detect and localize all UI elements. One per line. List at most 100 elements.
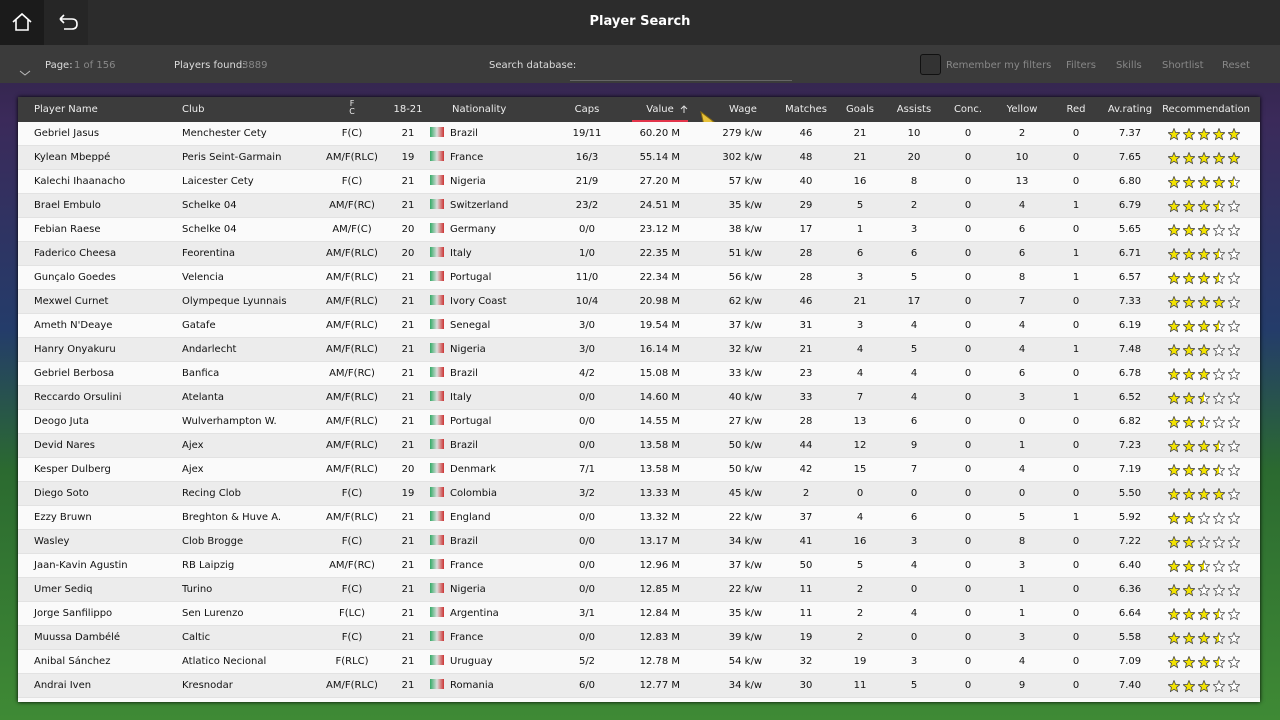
- star-fill-clip: [1183, 224, 1195, 237]
- assists: 20: [886, 146, 942, 170]
- age-text: 20: [401, 224, 415, 235]
- table-row[interactable]: [18, 434, 1260, 458]
- table-row[interactable]: [18, 650, 1260, 674]
- yellow-text: 7: [1018, 296, 1026, 307]
- star-fill: [1183, 200, 1195, 213]
- column-header[interactable]: 18-21: [393, 104, 423, 115]
- nationality-text: Brazil: [450, 536, 478, 547]
- age-text: 21: [401, 320, 415, 331]
- conceded: 0: [940, 242, 996, 266]
- wage-text: 38 k/w: [728, 224, 762, 235]
- column-header[interactable]: Yellow: [1006, 104, 1038, 115]
- table-row[interactable]: [18, 386, 1260, 410]
- conceded-text: 0: [964, 152, 972, 163]
- star-outline: [1228, 488, 1240, 501]
- column-header[interactable]: Goals: [846, 104, 874, 115]
- table-row[interactable]: [18, 674, 1260, 698]
- player-name: Ameth N'Deaye: [34, 314, 184, 338]
- column-header[interactable]: Matches: [785, 104, 827, 115]
- position: F(LC): [320, 602, 384, 626]
- column-header[interactable]: Club: [182, 104, 205, 115]
- matches: 31: [778, 314, 834, 338]
- table-row[interactable]: [18, 458, 1260, 482]
- position-text: AM/F(RLC): [326, 272, 378, 283]
- shortlist-button[interactable]: Shortlist: [1162, 60, 1204, 71]
- star-fill: [1198, 296, 1210, 309]
- caps: 7/1: [550, 458, 624, 482]
- column-header[interactable]: Player Name: [34, 104, 98, 115]
- table-row[interactable]: [18, 194, 1260, 218]
- star-fill-clip: [1213, 656, 1219, 669]
- table-row[interactable]: [18, 578, 1260, 602]
- table-row[interactable]: [18, 290, 1260, 314]
- nationality: France: [430, 146, 550, 170]
- conceded: 0: [940, 434, 996, 458]
- age-text: 21: [401, 584, 415, 595]
- wage: 35 k/w: [688, 602, 762, 626]
- star-fill: [1198, 560, 1204, 573]
- assists: 17: [886, 290, 942, 314]
- av-rating: 5.65: [1102, 218, 1158, 242]
- goals-text: 19: [853, 656, 867, 667]
- checkbox[interactable]: [920, 54, 941, 75]
- table-row[interactable]: [18, 122, 1260, 146]
- yellow: 4: [994, 194, 1050, 218]
- column-header[interactable]: Assists: [896, 104, 932, 115]
- player-name-text: Kalechi Ihaanacho: [34, 176, 126, 187]
- skills-button[interactable]: Skills: [1116, 60, 1142, 71]
- conceded: 0: [940, 386, 996, 410]
- table-row[interactable]: [18, 338, 1260, 362]
- player-name-text: Andrai Iven: [34, 680, 92, 691]
- star-fill-clip: [1213, 440, 1219, 453]
- column-header[interactable]: Value: [646, 104, 674, 115]
- dropdown-icon[interactable]: [19, 69, 31, 77]
- filters-button[interactable]: Filters: [1066, 60, 1096, 71]
- star-outline: [1228, 656, 1240, 669]
- table-row[interactable]: [18, 218, 1260, 242]
- position: AM/F(RLC): [320, 410, 384, 434]
- star-fill-clip: [1183, 296, 1195, 309]
- red-text: 0: [1072, 632, 1080, 643]
- reset-button[interactable]: Reset: [1222, 60, 1250, 71]
- player-name: Umer Sediq: [34, 578, 184, 602]
- position: AM/F(RLC): [320, 314, 384, 338]
- table-row[interactable]: [18, 626, 1260, 650]
- back-button[interactable]: [44, 0, 88, 45]
- table-row[interactable]: [18, 266, 1260, 290]
- column-header[interactable]: Conc.: [953, 104, 983, 115]
- star-rating: [1168, 320, 1248, 333]
- star-fill: [1198, 344, 1210, 357]
- column-header[interactable]: Caps: [574, 104, 600, 115]
- table-row[interactable]: [18, 410, 1260, 434]
- table-row[interactable]: [18, 554, 1260, 578]
- position: AM/F(RLC): [320, 338, 384, 362]
- matches: 42: [778, 458, 834, 482]
- table-row[interactable]: [18, 242, 1260, 266]
- table-row[interactable]: [18, 314, 1260, 338]
- table-row[interactable]: [18, 602, 1260, 626]
- column-header[interactable]: Wage: [729, 104, 757, 115]
- table-row[interactable]: [18, 146, 1260, 170]
- table-row[interactable]: [18, 530, 1260, 554]
- home-button[interactable]: [0, 0, 44, 45]
- star-fill: [1228, 152, 1240, 165]
- column-header[interactable]: Red: [1066, 104, 1086, 115]
- search-input[interactable]: [570, 80, 792, 81]
- table-row[interactable]: [18, 482, 1260, 506]
- star-fill: [1168, 416, 1180, 429]
- column-header[interactable]: Av.rating: [1107, 104, 1153, 115]
- position: F(C): [320, 482, 384, 506]
- star: [1198, 488, 1210, 501]
- table-row[interactable]: [18, 362, 1260, 386]
- position-text: F(C): [341, 488, 363, 499]
- column-header[interactable]: Recommendation: [1162, 104, 1250, 115]
- column-header[interactable]: F C: [349, 99, 355, 116]
- assists: 0: [886, 578, 942, 602]
- nationality-text: Portugal: [450, 272, 492, 283]
- club-text: Clob Brogge: [182, 536, 244, 547]
- matches-text: 48: [799, 152, 813, 163]
- table-row[interactable]: [18, 170, 1260, 194]
- column-header[interactable]: Nationality: [452, 104, 507, 115]
- table-row[interactable]: [18, 506, 1260, 530]
- star-fill: [1228, 176, 1234, 189]
